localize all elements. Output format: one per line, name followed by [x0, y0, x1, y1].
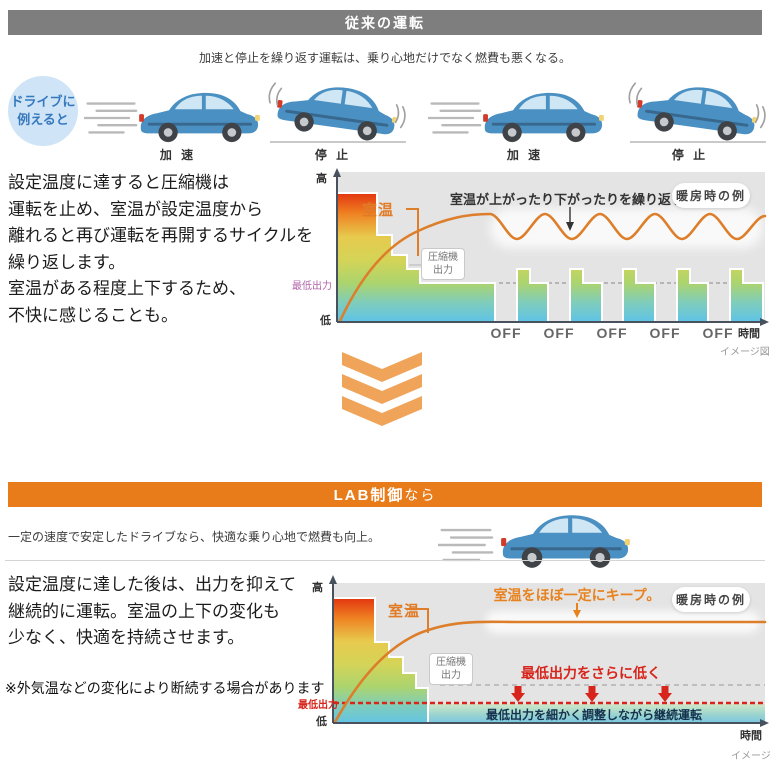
x-axis-time-label: 時間 [740, 730, 762, 742]
heating-example-badge: 暖房時の例 [672, 587, 750, 612]
conventional-description: 設定温度に達すると圧縮機は 運転を止め、室温が設定温度から 離れると再び運転を再… [8, 170, 340, 329]
car-label-accelerate-2: 加 速 [506, 148, 544, 162]
compressor-on-bar [569, 268, 603, 325]
compressor-output-label: 圧縮機 出力 [429, 653, 473, 685]
description-line: 室温がある程度上下するため、 [8, 279, 246, 298]
compressor-output-label: 圧縮機 出力 [421, 248, 465, 280]
lab-chart: 高 低 最低出力 室温 圧縮機 出力 室温をほぼ一定にキープ。 暖房時の例 最低… [290, 575, 770, 770]
room-temp-connector [406, 208, 419, 256]
compressor-label-line1: 圧縮機 [436, 657, 466, 668]
continuous-operation-label: 最低出力を細かく調整しながら継続運転 [485, 708, 702, 722]
lab-subtitle: 一定の速度で安定したドライブなら、快適な乗り心地で燃費も向上。 [8, 530, 381, 544]
wave-glow [490, 208, 763, 248]
car-accelerate-icon [480, 88, 606, 144]
description-line: 繰り返します。 [8, 252, 126, 272]
car-label-stop-1: 停 止 [314, 148, 352, 162]
compressor-on-bar [622, 268, 656, 325]
description-line: 不快に感じることも。 [8, 305, 178, 325]
lower-output-arrows [511, 686, 672, 702]
keep-constant-annotation: 室温をほぼ一定にキープ。 [493, 587, 661, 603]
off-label: OFF [596, 325, 628, 341]
description-line: 少なく、快適を持続させます。 [8, 628, 245, 647]
x-axis-arrow [760, 719, 769, 727]
y-axis-arrow [333, 168, 341, 177]
speed-lines-icon [84, 98, 138, 138]
drive-analogy-badge: ドライブに 例えると [8, 76, 78, 146]
off-label: OFF [702, 325, 734, 341]
annotation-arrow-head [566, 222, 574, 231]
continuous-output-band [333, 704, 765, 724]
compressor-on-bar [676, 268, 709, 325]
shake-lines-icon [626, 80, 770, 142]
conventional-header-label: 従来の運転 [345, 14, 425, 31]
shake-lines-icon [266, 80, 410, 142]
compressor-label-line1: 圧縮機 [428, 252, 458, 263]
description-line: 運転を止め、室温が設定温度から [8, 199, 263, 219]
description-line: 設定温度に達すると圧縮機は [8, 173, 229, 192]
y-axis-low-label: 低 [320, 315, 331, 327]
drive-badge-line2: 例えると [17, 112, 69, 127]
off-label: OFF [490, 325, 522, 341]
y-axis-high-label: 高 [312, 582, 323, 594]
down-chevrons-icon [342, 352, 422, 426]
lab-description: 設定温度に達した後は、出力を抑えて 継続的に運転。室温の上下の変化も 少なく、快… [8, 572, 340, 652]
temp-fluctuation-annotation: 室温が上がったり下がったりを繰り返す。 [450, 192, 696, 207]
car-label-accelerate-1: 加 速 [159, 148, 197, 162]
ground-line [630, 141, 766, 143]
compressor-on-bar [516, 268, 549, 325]
room-temp-connector [406, 608, 429, 633]
conventional-chart: 高 低 最低出力 室温 圧縮機 出力 室温が上がったり下がったりを繰り返す。 暖… [290, 168, 770, 358]
description-line: 離れると再び運転を再開するサイクルを [8, 226, 314, 245]
x-axis-time-label: 時間 [738, 328, 760, 340]
y-axis-arrow [329, 575, 337, 584]
drive-badge-line1: ドライブに [10, 94, 76, 110]
lab-header-strong: LAB制御 [333, 487, 405, 504]
off-label: OFF [649, 325, 681, 341]
heating-example-badge: 暖房時の例 [672, 183, 750, 208]
image-note: イメージ図 [720, 347, 770, 358]
room-temp-label: 室温 [388, 603, 421, 620]
car-accelerate-icon [136, 88, 262, 144]
section-divider [5, 560, 765, 561]
image-note: イメージ図 [731, 751, 770, 762]
lab-header-suffix: なら [404, 486, 437, 503]
compressor-label-line2: 出力 [433, 265, 453, 276]
ground-line [270, 141, 406, 143]
lab-section-header: LAB制御 なら [8, 482, 762, 507]
car-steady-icon [498, 510, 632, 570]
description-line: 継続的に運転。室温の上下の変化も [8, 601, 280, 621]
room-temperature-curve [338, 212, 767, 323]
room-temp-label: 室温 [362, 202, 395, 219]
car-label-stop-2: 停 止 [671, 148, 709, 162]
y-axis-high-label: 高 [316, 173, 327, 185]
room-temperature-curve [333, 620, 767, 724]
speed-lines-icon [428, 98, 482, 138]
min-output-label: 最低出力 [292, 281, 332, 292]
keep-annotation-arrow-head [573, 610, 581, 618]
x-axis-arrow [760, 318, 769, 326]
compressor-output-staircase [335, 192, 496, 325]
lab-footnote: ※外気温などの変化により断続する場合があります [5, 680, 325, 696]
conventional-subtitle: 加速と停止を繰り返す運転は、乗り心地だけでなく燃費も悪くなる。 [198, 51, 571, 65]
compressor-label-line2: 出力 [441, 670, 461, 681]
lower-min-output-annotation: 最低出力をさらに低く [521, 665, 661, 681]
description-line: 設定温度に達した後は、出力を抑えて [8, 575, 297, 594]
y-axis-low-label: 低 [316, 716, 327, 728]
off-label: OFF [543, 325, 575, 341]
min-output-label: 最低出力 [298, 700, 338, 711]
conventional-section-header: 従来の運転 [8, 10, 762, 35]
